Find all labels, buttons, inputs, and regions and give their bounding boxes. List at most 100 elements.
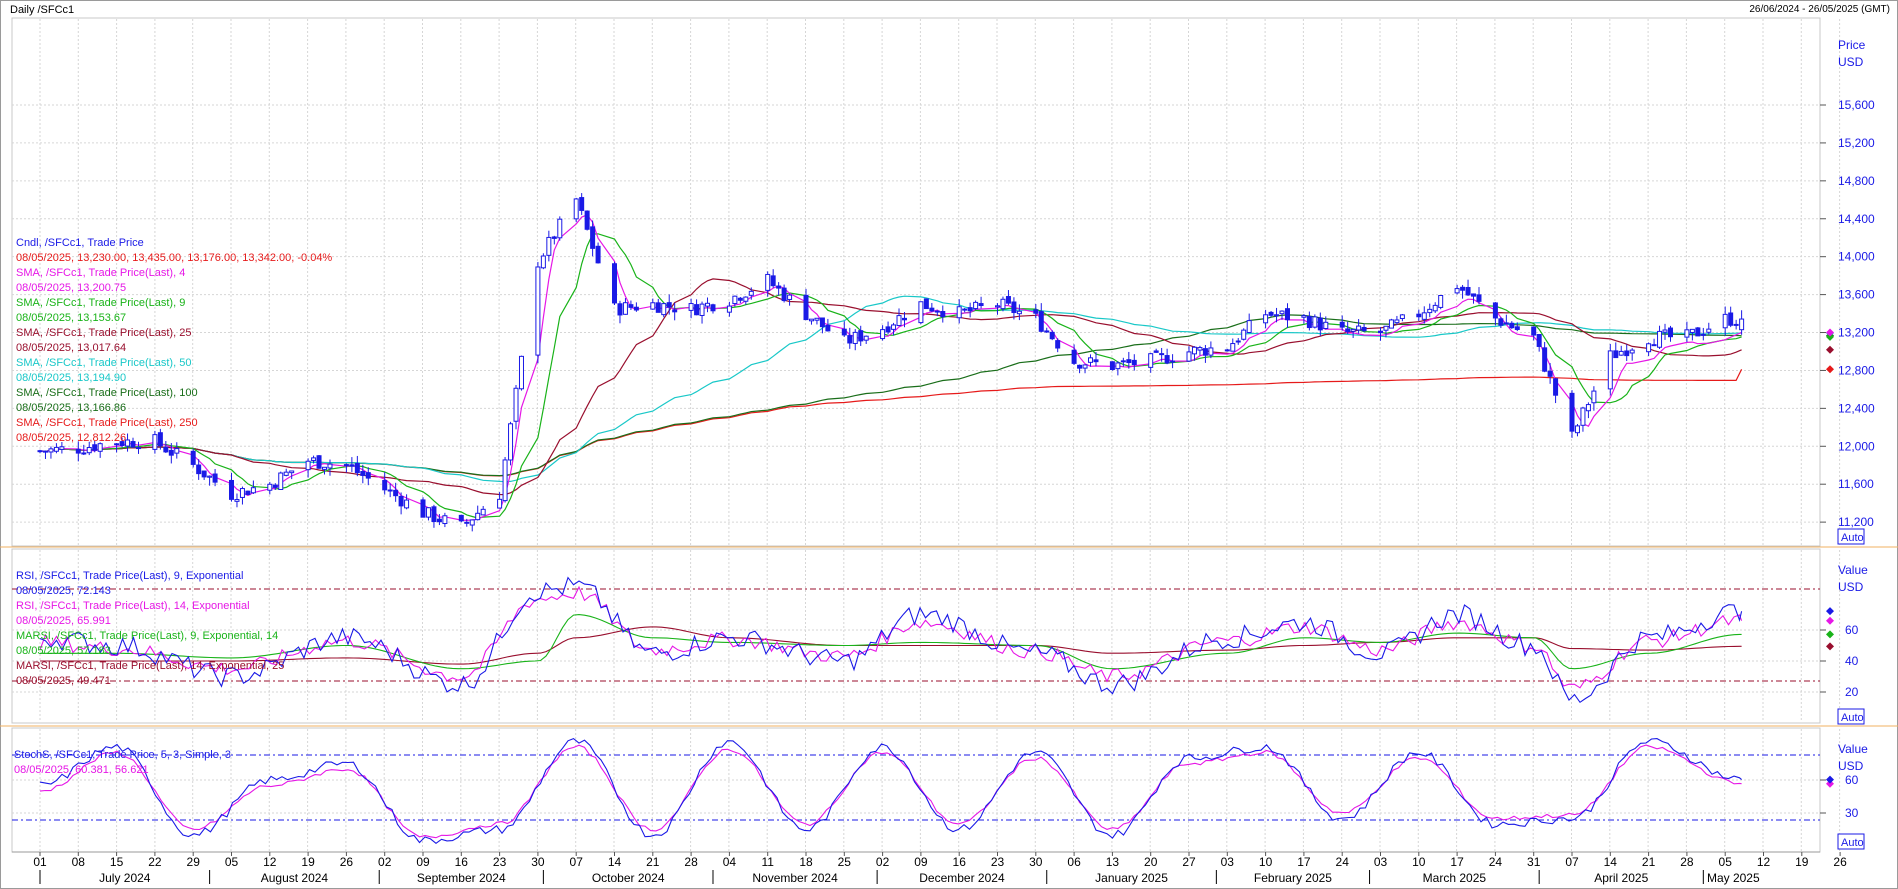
x-day-label: 05 — [225, 855, 239, 869]
sma-last-marker — [1826, 332, 1834, 341]
candle-body — [1416, 313, 1422, 318]
candle-body — [967, 307, 973, 312]
candle-body — [557, 218, 563, 239]
price-tick-label: 14,400 — [1838, 212, 1875, 226]
candle-body — [1131, 359, 1137, 366]
candle-body — [360, 470, 366, 476]
candle-body — [349, 464, 355, 467]
candle-body — [1339, 321, 1345, 328]
candle-body — [229, 479, 234, 500]
candle-body — [776, 285, 782, 289]
candle-body — [628, 304, 634, 308]
x-day-label: 26 — [1833, 855, 1847, 869]
candle-body — [655, 302, 661, 313]
price-auto-label[interactable]: Auto — [1841, 532, 1864, 544]
date-range: 26/06/2024 - 26/05/2025 (GMT) — [1749, 4, 1890, 15]
candle-body — [584, 210, 590, 230]
candle-body — [502, 459, 508, 502]
candle-body — [283, 471, 289, 476]
stoch-auto-label[interactable]: Auto — [1841, 837, 1864, 849]
candle-body — [743, 296, 749, 302]
candle-body — [436, 518, 442, 523]
x-day-label: 28 — [1680, 855, 1694, 869]
candle-body — [1689, 328, 1695, 333]
x-day-label: 09 — [914, 855, 928, 869]
stoch-gridlines — [12, 729, 1841, 851]
x-day-label: 31 — [1527, 855, 1541, 869]
legend-sma9-value: 08/05/2025, 13,153.67 — [16, 312, 127, 324]
candle-body — [962, 308, 968, 311]
candle-body — [1536, 334, 1542, 347]
candle-body — [1005, 296, 1011, 304]
candle-body — [92, 444, 98, 451]
candle-body — [617, 303, 623, 316]
candle-body — [442, 515, 448, 525]
x-day-label: 21 — [646, 855, 660, 869]
candle-body — [316, 455, 322, 469]
candle-body — [650, 302, 656, 310]
candle-body — [1235, 340, 1241, 343]
candle-body — [1646, 343, 1652, 353]
legend-marsi9-name: MARSI, /SFCc1, Trade Price(Last), 9, Exp… — [16, 630, 279, 642]
stoch-line — [39, 737, 1742, 844]
candle-body — [535, 266, 541, 356]
candle-body — [1049, 331, 1055, 340]
candle-body — [1170, 360, 1176, 363]
stoch-auto-button[interactable] — [1837, 833, 1865, 850]
price-panel[interactable]: 15,600 15,200 14,800 14,400 14,000 13,600 13,2… — [11, 17, 1875, 547]
candle-body — [431, 506, 437, 522]
rsi-panel[interactable]: 60 40 20 Value USD Auto — [11, 548, 1868, 725]
rsi-auto-label[interactable]: Auto — [1841, 712, 1864, 724]
stoch-panel[interactable]: 60 30 Value USD Auto — [11, 727, 1868, 853]
candle-body — [239, 488, 245, 498]
candlestick-series — [37, 193, 1745, 532]
candle-body — [1350, 328, 1356, 332]
x-day-label: 02 — [378, 855, 392, 869]
x-month-label: July 2024 — [99, 871, 151, 885]
x-day-label: 17 — [1450, 855, 1464, 869]
candle-body — [168, 449, 174, 456]
candle-body — [1093, 359, 1099, 363]
candle-body — [934, 310, 940, 313]
candle-body — [1268, 311, 1274, 316]
candle-body — [1312, 316, 1318, 328]
legend-marsi14-name: MARSI, /SFCc1, Trade Price(Last), 14, Ex… — [16, 660, 285, 672]
marsi9-line — [40, 614, 1834, 670]
stoch-last-marker — [1826, 779, 1834, 788]
stoch-tick-label: 60 — [1845, 773, 1859, 787]
candle-body — [1739, 318, 1745, 331]
price-tick-label: 11,600 — [1838, 477, 1874, 491]
candle-body — [398, 495, 404, 507]
candle-body — [672, 309, 678, 313]
rsi9-line — [39, 576, 1834, 704]
candle-body — [1531, 326, 1537, 336]
sma-last-marker — [1826, 365, 1834, 374]
legend-sma50-name: SMA, /SFCc1, Trade Price(Last), 50 — [16, 357, 192, 369]
candle-body — [1011, 301, 1017, 314]
price-tick-label: 15,600 — [1838, 98, 1875, 112]
candle-body — [327, 463, 333, 469]
legend-sma100-name: SMA, /SFCc1, Trade Price(Last), 100 — [16, 387, 198, 399]
candle-body — [694, 304, 700, 316]
candle-body — [1383, 325, 1389, 331]
candle-body — [1148, 353, 1154, 368]
rsi-axis-ticks: 60 40 20 — [1820, 623, 1859, 699]
stoch-axis-ticks: 60 30 — [1820, 773, 1859, 820]
rsi-last-marker — [1826, 642, 1834, 651]
candle-body — [551, 236, 557, 239]
candle-body — [666, 302, 672, 308]
candle-body — [1438, 294, 1444, 308]
candle-body — [688, 303, 694, 311]
candle-body — [1241, 329, 1247, 340]
price-auto-button[interactable] — [1837, 528, 1865, 545]
candle-body — [852, 331, 858, 344]
legend-rsi9-name: RSI, /SFCc1, Trade Price(Last), 9, Expon… — [16, 570, 244, 582]
x-month-label: March 2025 — [1423, 871, 1487, 885]
rsi-auto-button[interactable] — [1837, 708, 1865, 725]
rsi-last-marker — [1826, 616, 1834, 625]
candle-body — [508, 423, 514, 461]
candle-body — [125, 439, 131, 447]
candle-body — [973, 301, 979, 310]
candle-body — [212, 473, 218, 483]
price-tick-label: 13,600 — [1838, 288, 1875, 302]
